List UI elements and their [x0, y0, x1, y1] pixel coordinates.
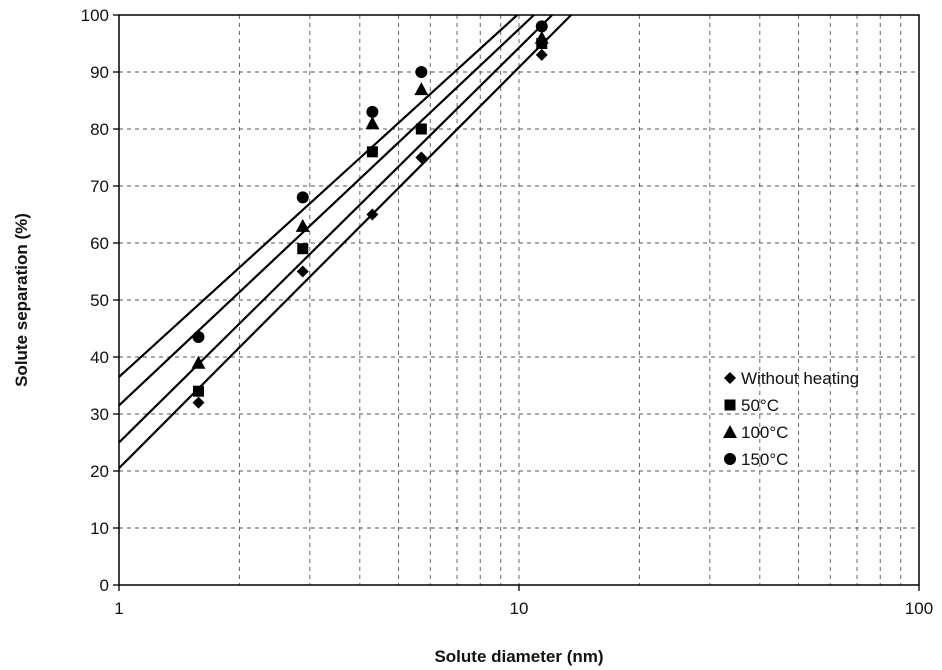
trendline [118, 14, 553, 444]
data-point-circle [366, 105, 379, 118]
legend-marker-diamond [724, 372, 736, 384]
legend-label: 100°C [741, 423, 788, 442]
legend-label: 50°C [741, 396, 779, 415]
data-point-circle [296, 191, 309, 204]
data-point-diamond [415, 151, 428, 164]
y-tick-label: 60 [90, 234, 109, 253]
legend: Without heating 50°C 100°C 150°C [723, 369, 859, 469]
y-tick-label: 80 [90, 120, 109, 139]
data-point-diamond [535, 48, 548, 61]
data-point-triangle [295, 218, 310, 232]
legend-item: Without heating [724, 369, 859, 388]
grid [119, 15, 919, 585]
y-axis-title: Solute separation (%) [12, 213, 31, 387]
legend-label: Without heating [741, 369, 859, 388]
legend-item: 100°C [723, 423, 788, 442]
trendlines [118, 14, 572, 469]
data-point-square [415, 123, 427, 135]
y-tick-label: 30 [90, 405, 109, 424]
legend-item: 150°C [724, 450, 788, 469]
data-point-diamond [366, 208, 379, 221]
data-point-diamond [192, 396, 205, 409]
y-tick-label: 0 [100, 576, 109, 595]
x-tick-label: 1 [114, 599, 123, 618]
data-point-circle [415, 66, 428, 78]
y-tick-label: 20 [90, 462, 109, 481]
y-tick-label: 100 [81, 6, 109, 25]
y-tick-label: 50 [90, 291, 109, 310]
data-point-triangle [534, 30, 549, 44]
trendline [118, 14, 535, 407]
legend-label: 150°C [741, 450, 788, 469]
y-tick-label: 70 [90, 177, 109, 196]
legend-marker-square [724, 399, 736, 411]
y-tick-label: 90 [90, 63, 109, 82]
x-tick-label: 10 [510, 599, 529, 618]
x-axis-ticks: 1 10 100 [114, 585, 933, 618]
data-point-diamond [296, 265, 309, 278]
data-points [191, 20, 549, 409]
legend-item: 50°C [724, 396, 779, 415]
data-point-triangle [414, 82, 429, 96]
data-point-circle [535, 20, 548, 33]
data-point-square [297, 243, 309, 255]
x-axis-title: Solute diameter (nm) [434, 647, 603, 666]
legend-marker-circle [724, 453, 736, 465]
data-point-square [192, 385, 204, 397]
trendline [118, 14, 572, 469]
x-tick-label: 100 [905, 599, 933, 618]
trendline [118, 14, 518, 378]
y-tick-label: 10 [90, 519, 109, 538]
data-point-square [366, 146, 378, 158]
data-point-triangle [191, 355, 206, 369]
data-point-triangle [365, 116, 380, 130]
y-axis-ticks: 0 10 20 30 40 50 60 70 80 90 100 [81, 6, 119, 595]
legend-marker-triangle [723, 425, 737, 438]
y-tick-label: 40 [90, 348, 109, 367]
data-point-circle [192, 331, 205, 344]
